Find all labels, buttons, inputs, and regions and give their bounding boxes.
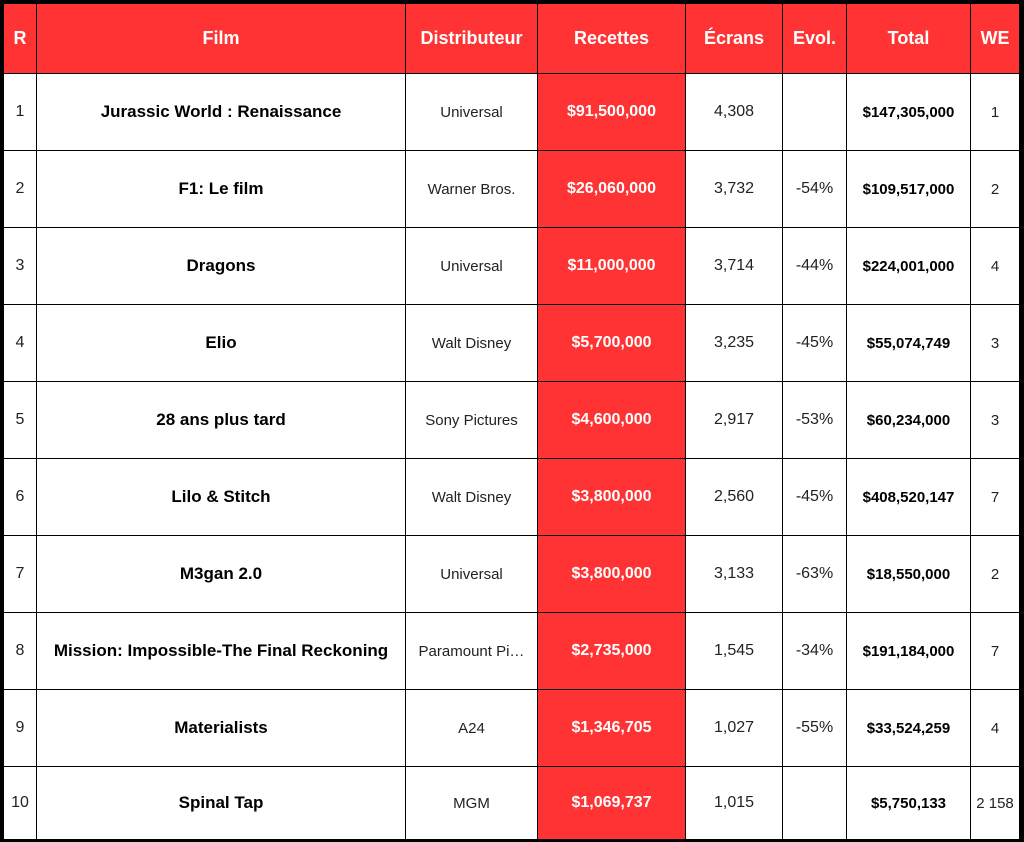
header-weekend: WE <box>971 4 1019 73</box>
film-cell: Elio <box>37 305 405 381</box>
revenue-cell: $26,060,000 <box>538 151 685 227</box>
header-evolution: Evol. <box>783 4 846 73</box>
evolution-cell: -34% <box>783 613 846 689</box>
film-cell: 28 ans plus tard <box>37 382 405 458</box>
rank-cell: 8 <box>4 613 36 689</box>
rank-cell: 10 <box>4 767 36 839</box>
film-cell: F1: Le film <box>37 151 405 227</box>
rank-cell: 3 <box>4 228 36 304</box>
screens-cell: 2,917 <box>686 382 782 458</box>
film-cell: Jurassic World : Renaissance <box>37 74 405 150</box>
screens-cell: 3,133 <box>686 536 782 612</box>
distributor-cell: A24 <box>406 690 537 766</box>
header-film: Film <box>37 4 405 73</box>
weekend-cell: 1 <box>971 74 1019 150</box>
header-rank: R <box>4 4 36 73</box>
weekend-cell: 2 158 <box>971 767 1019 839</box>
total-cell: $224,001,000 <box>847 228 970 304</box>
revenue-cell: $4,600,000 <box>538 382 685 458</box>
evolution-cell <box>783 767 846 839</box>
distributor-cell: Paramount Pi… <box>406 613 537 689</box>
distributor-cell: Walt Disney <box>406 459 537 535</box>
distributor-cell: Warner Bros. <box>406 151 537 227</box>
film-cell: Mission: Impossible-The Final Reckoning <box>37 613 405 689</box>
total-cell: $408,520,147 <box>847 459 970 535</box>
film-cell: Lilo & Stitch <box>37 459 405 535</box>
total-cell: $109,517,000 <box>847 151 970 227</box>
evolution-cell: -63% <box>783 536 846 612</box>
revenue-cell: $2,735,000 <box>538 613 685 689</box>
rank-cell: 6 <box>4 459 36 535</box>
distributor-cell: Universal <box>406 74 537 150</box>
revenue-cell: $1,069,737 <box>538 767 685 839</box>
rank-cell: 1 <box>4 74 36 150</box>
rank-cell: 4 <box>4 305 36 381</box>
distributor-cell: Universal <box>406 228 537 304</box>
film-cell: Spinal Tap <box>37 767 405 839</box>
weekend-cell: 4 <box>971 228 1019 304</box>
weekend-cell: 3 <box>971 382 1019 458</box>
distributor-cell: Sony Pictures <box>406 382 537 458</box>
screens-cell: 1,545 <box>686 613 782 689</box>
screens-cell: 1,015 <box>686 767 782 839</box>
rank-cell: 7 <box>4 536 36 612</box>
screens-cell: 2,560 <box>686 459 782 535</box>
weekend-cell: 4 <box>971 690 1019 766</box>
box-office-table: R Film Distributeur Recettes Écrans Evol. Tota… <box>4 4 1020 839</box>
distributor-cell: Walt Disney <box>406 305 537 381</box>
evolution-cell: -44% <box>783 228 846 304</box>
evolution-cell: -54% <box>783 151 846 227</box>
total-cell: $5,750,133 <box>847 767 970 839</box>
evolution-cell: -45% <box>783 305 846 381</box>
total-cell: $18,550,000 <box>847 536 970 612</box>
total-cell: $33,524,259 <box>847 690 970 766</box>
revenue-cell: $3,800,000 <box>538 536 685 612</box>
total-cell: $191,184,000 <box>847 613 970 689</box>
revenue-cell: $5,700,000 <box>538 305 685 381</box>
revenue-cell: $1,346,705 <box>538 690 685 766</box>
distributor-cell: Universal <box>406 536 537 612</box>
evolution-cell <box>783 74 846 150</box>
evolution-cell: -53% <box>783 382 846 458</box>
evolution-cell: -55% <box>783 690 846 766</box>
rank-cell: 5 <box>4 382 36 458</box>
revenue-cell: $91,500,000 <box>538 74 685 150</box>
total-cell: $60,234,000 <box>847 382 970 458</box>
distributor-cell: MGM <box>406 767 537 839</box>
header-distributor: Distributeur <box>406 4 537 73</box>
screens-cell: 3,714 <box>686 228 782 304</box>
screens-cell: 3,732 <box>686 151 782 227</box>
rank-cell: 9 <box>4 690 36 766</box>
header-screens: Écrans <box>686 4 782 73</box>
weekend-cell: 7 <box>971 459 1019 535</box>
screens-cell: 1,027 <box>686 690 782 766</box>
rank-cell: 2 <box>4 151 36 227</box>
weekend-cell: 2 <box>971 151 1019 227</box>
revenue-cell: $3,800,000 <box>538 459 685 535</box>
header-total: Total <box>847 4 970 73</box>
header-revenue: Recettes <box>538 4 685 73</box>
film-cell: M3gan 2.0 <box>37 536 405 612</box>
screens-cell: 3,235 <box>686 305 782 381</box>
film-cell: Dragons <box>37 228 405 304</box>
screens-cell: 4,308 <box>686 74 782 150</box>
total-cell: $55,074,749 <box>847 305 970 381</box>
revenue-cell: $11,000,000 <box>538 228 685 304</box>
weekend-cell: 2 <box>971 536 1019 612</box>
weekend-cell: 3 <box>971 305 1019 381</box>
total-cell: $147,305,000 <box>847 74 970 150</box>
evolution-cell: -45% <box>783 459 846 535</box>
film-cell: Materialists <box>37 690 405 766</box>
weekend-cell: 7 <box>971 613 1019 689</box>
